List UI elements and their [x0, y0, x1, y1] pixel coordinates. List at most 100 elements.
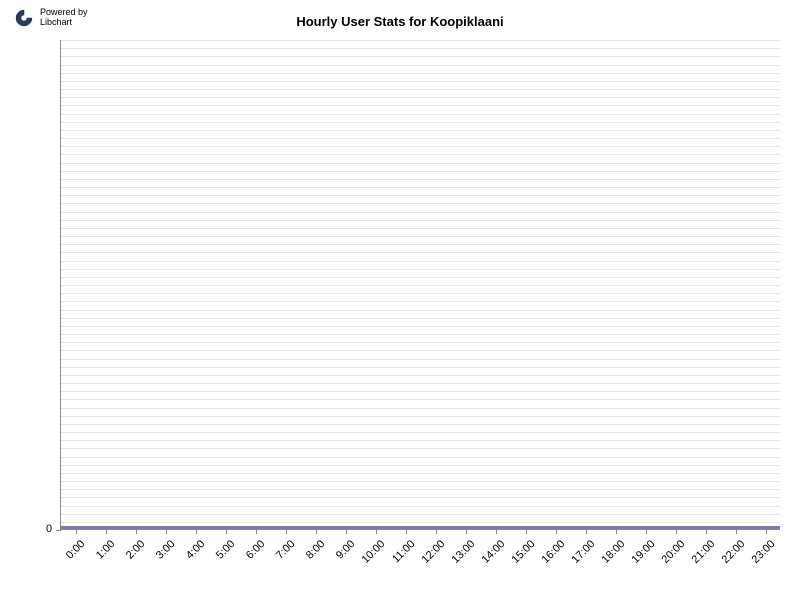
gridline — [61, 473, 780, 474]
gridline — [61, 506, 780, 507]
x-tick — [676, 529, 677, 534]
gridline — [61, 326, 780, 327]
x-tick — [346, 529, 347, 534]
gridline — [61, 440, 780, 441]
y-tick — [56, 530, 61, 531]
gridline — [61, 261, 780, 262]
x-tick — [766, 529, 767, 534]
x-tick — [166, 529, 167, 534]
x-tick — [316, 529, 317, 534]
gridline — [61, 212, 780, 213]
gridline — [61, 489, 780, 490]
x-axis-label: 13:00 — [445, 538, 478, 571]
gridline — [61, 146, 780, 147]
x-tick — [526, 529, 527, 534]
gridline — [61, 424, 780, 425]
gridline — [61, 399, 780, 400]
gridline — [61, 367, 780, 368]
x-axis-label: 11:00 — [385, 538, 418, 571]
gridline — [61, 130, 780, 131]
x-axis-label: 16:00 — [535, 538, 568, 571]
x-tick — [616, 529, 617, 534]
gridline — [61, 432, 780, 433]
x-tick — [76, 529, 77, 534]
gridline — [61, 416, 780, 417]
chart-title: Hourly User Stats for Koopiklaani — [0, 14, 800, 29]
x-tick — [196, 529, 197, 534]
gridline — [61, 293, 780, 294]
x-tick — [256, 529, 257, 534]
x-tick — [646, 529, 647, 534]
x-tick — [496, 529, 497, 534]
bottom-band — [61, 526, 780, 529]
gridline — [61, 154, 780, 155]
gridline — [61, 269, 780, 270]
x-axis-label: 4:00 — [175, 538, 208, 571]
gridline — [61, 375, 780, 376]
gridline — [61, 187, 780, 188]
gridline — [61, 514, 780, 515]
gridline — [61, 301, 780, 302]
x-axis-label: 12:00 — [415, 538, 448, 571]
gridline — [61, 138, 780, 139]
gridline — [61, 81, 780, 82]
y-axis-label: 0 — [46, 523, 52, 535]
x-tick — [106, 529, 107, 534]
gridline — [61, 457, 780, 458]
x-tick — [466, 529, 467, 534]
x-axis-label: 18:00 — [595, 538, 628, 571]
x-axis-label: 1:00 — [85, 538, 118, 571]
gridline — [61, 448, 780, 449]
gridline — [61, 73, 780, 74]
gridline — [61, 310, 780, 311]
x-axis-label: 14:00 — [475, 538, 508, 571]
gridline — [61, 40, 780, 41]
gridline — [61, 89, 780, 90]
gridline — [61, 497, 780, 498]
gridline — [61, 277, 780, 278]
gridline — [61, 56, 780, 57]
x-tick — [706, 529, 707, 534]
x-tick — [376, 529, 377, 534]
chart-container: 00:001:002:003:004:005:006:007:008:009:0… — [60, 40, 780, 530]
gridline — [61, 228, 780, 229]
gridline — [61, 97, 780, 98]
gridline — [61, 408, 780, 409]
x-axis-label: 20:00 — [655, 538, 688, 571]
x-axis-label: 8:00 — [295, 538, 328, 571]
gridline — [61, 179, 780, 180]
gridline — [61, 163, 780, 164]
gridline — [61, 350, 780, 351]
gridline — [61, 48, 780, 49]
plot-area — [60, 40, 780, 530]
x-axis-label: 17:00 — [565, 538, 598, 571]
x-tick — [286, 529, 287, 534]
gridline — [61, 481, 780, 482]
gridline — [61, 391, 780, 392]
x-axis-label: 23:00 — [745, 538, 778, 571]
x-tick — [136, 529, 137, 534]
gridline — [61, 171, 780, 172]
x-axis-label: 5:00 — [205, 538, 238, 571]
x-axis-label: 22:00 — [715, 538, 748, 571]
x-axis-label: 9:00 — [325, 538, 358, 571]
gridline — [61, 203, 780, 204]
x-tick — [226, 529, 227, 534]
x-tick — [556, 529, 557, 534]
gridline — [61, 105, 780, 106]
gridline — [61, 252, 780, 253]
gridline — [61, 522, 780, 523]
x-tick — [736, 529, 737, 534]
x-tick — [406, 529, 407, 534]
gridline — [61, 383, 780, 384]
x-tick — [586, 529, 587, 534]
x-axis-label: 7:00 — [265, 538, 298, 571]
gridline — [61, 65, 780, 66]
gridline — [61, 236, 780, 237]
gridline — [61, 318, 780, 319]
gridline — [61, 195, 780, 196]
gridline — [61, 122, 780, 123]
gridline — [61, 359, 780, 360]
gridline — [61, 220, 780, 221]
x-axis-label: 10:00 — [355, 538, 388, 571]
